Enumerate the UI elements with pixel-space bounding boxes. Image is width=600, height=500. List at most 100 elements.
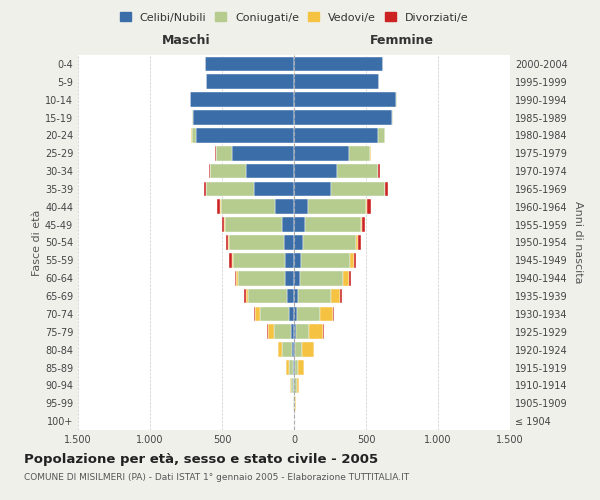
Y-axis label: Anni di nascita: Anni di nascita	[573, 201, 583, 284]
Bar	[209, 164, 210, 178]
Bar	[226, 235, 229, 250]
Bar	[350, 253, 354, 268]
Bar	[190, 92, 294, 107]
Bar	[343, 271, 349, 285]
Bar	[193, 110, 294, 125]
Bar	[301, 253, 350, 268]
Bar	[290, 378, 291, 392]
Text: Maschi: Maschi	[161, 34, 211, 48]
Bar	[284, 235, 294, 250]
Bar	[294, 235, 302, 250]
Bar	[392, 110, 394, 125]
Bar	[291, 324, 294, 339]
Bar	[293, 396, 294, 410]
Bar	[287, 289, 294, 304]
Bar	[221, 200, 275, 214]
Bar	[289, 306, 294, 322]
Bar	[294, 182, 331, 196]
Bar	[294, 324, 296, 339]
Bar	[294, 253, 301, 268]
Bar	[295, 378, 296, 392]
Text: COMUNE DI MISILMERI (PA) - Dati ISTAT 1° gennaio 2005 - Elaborazione TUTTITALIA.: COMUNE DI MISILMERI (PA) - Dati ISTAT 1°…	[24, 472, 409, 482]
Bar	[204, 182, 206, 196]
Bar	[295, 342, 302, 357]
Bar	[294, 74, 379, 89]
Bar	[294, 110, 392, 125]
Bar	[302, 342, 314, 357]
Bar	[308, 200, 366, 214]
Bar	[378, 164, 380, 178]
Bar	[217, 200, 220, 214]
Bar	[295, 396, 296, 410]
Bar	[362, 218, 365, 232]
Bar	[232, 146, 294, 160]
Bar	[289, 360, 293, 375]
Bar	[206, 182, 254, 196]
Bar	[294, 271, 300, 285]
Bar	[205, 56, 294, 71]
Bar	[297, 306, 320, 322]
Bar	[354, 253, 356, 268]
Bar	[196, 128, 294, 142]
Bar	[294, 128, 377, 142]
Bar	[229, 253, 232, 268]
Bar	[244, 289, 246, 304]
Bar	[215, 146, 216, 160]
Bar	[294, 289, 298, 304]
Bar	[278, 342, 283, 357]
Bar	[366, 200, 367, 214]
Y-axis label: Fasce di età: Fasce di età	[32, 210, 42, 276]
Bar	[284, 253, 294, 268]
Bar	[308, 324, 323, 339]
Bar	[260, 306, 289, 322]
Bar	[337, 164, 377, 178]
Bar	[221, 218, 224, 232]
Bar	[254, 306, 255, 322]
Bar	[294, 360, 295, 375]
Bar	[229, 235, 284, 250]
Bar	[275, 200, 294, 214]
Bar	[286, 271, 294, 285]
Bar	[293, 378, 294, 392]
Bar	[235, 271, 236, 285]
Bar	[331, 182, 385, 196]
Bar	[298, 360, 304, 375]
Bar	[293, 360, 294, 375]
Bar	[294, 306, 297, 322]
Bar	[295, 360, 298, 375]
Bar	[292, 342, 294, 357]
Bar	[333, 306, 334, 322]
Bar	[206, 74, 294, 89]
Bar	[296, 378, 299, 392]
Bar	[233, 253, 284, 268]
Bar	[291, 378, 293, 392]
Bar	[283, 342, 292, 357]
Bar	[349, 271, 351, 285]
Bar	[294, 164, 337, 178]
Bar	[302, 235, 356, 250]
Bar	[254, 182, 294, 196]
Bar	[236, 271, 238, 285]
Legend: Celibi/Nubili, Coniugati/e, Vedovi/e, Divorziati/e: Celibi/Nubili, Coniugati/e, Vedovi/e, Di…	[115, 8, 473, 27]
Bar	[340, 289, 341, 304]
Bar	[238, 271, 286, 285]
Text: Popolazione per età, sesso e stato civile - 2005: Popolazione per età, sesso e stato civil…	[24, 452, 378, 466]
Bar	[255, 306, 260, 322]
Bar	[248, 289, 287, 304]
Bar	[349, 146, 370, 160]
Bar	[274, 324, 291, 339]
Bar	[305, 218, 361, 232]
Bar	[356, 235, 358, 250]
Text: Femmine: Femmine	[370, 34, 434, 48]
Bar	[216, 146, 232, 160]
Bar	[286, 360, 289, 375]
Bar	[377, 128, 385, 142]
Bar	[294, 200, 308, 214]
Bar	[323, 324, 324, 339]
Bar	[268, 324, 274, 339]
Bar	[294, 146, 349, 160]
Bar	[294, 396, 295, 410]
Bar	[283, 218, 294, 232]
Bar	[296, 324, 308, 339]
Bar	[320, 306, 333, 322]
